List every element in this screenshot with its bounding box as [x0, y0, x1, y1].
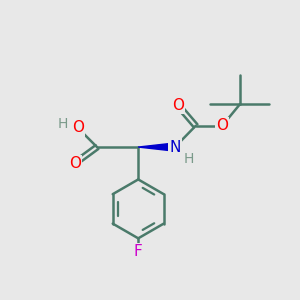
Text: O: O: [69, 156, 81, 171]
Text: H: H: [184, 152, 194, 167]
Text: F: F: [134, 244, 142, 259]
Text: O: O: [72, 120, 84, 135]
Text: O: O: [172, 98, 184, 113]
Polygon shape: [138, 143, 175, 151]
Text: N: N: [169, 140, 181, 154]
Text: O: O: [216, 118, 228, 134]
Text: H: H: [57, 117, 68, 131]
